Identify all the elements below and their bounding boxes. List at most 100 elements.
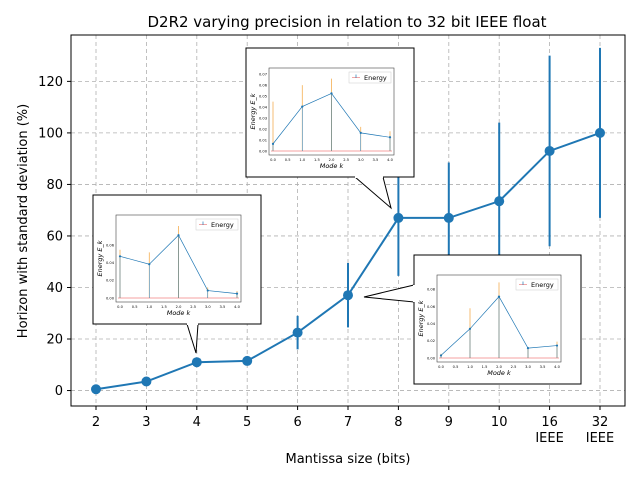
inset-legend-label: Energy bbox=[531, 281, 554, 289]
inset-x-label: Mode k bbox=[487, 369, 511, 377]
inset-x-tick-label: 4.0 bbox=[387, 158, 393, 162]
inset-x-tick-label: 3.0 bbox=[525, 365, 531, 369]
chart-title: D2R2 varying precision in relation to 32… bbox=[147, 13, 546, 31]
data-point bbox=[242, 355, 253, 366]
inset-y-tick-label: 0.06 bbox=[259, 83, 268, 87]
inset-x-tick-label: 1.0 bbox=[146, 305, 152, 309]
x-tick-label: 8 bbox=[394, 415, 402, 430]
inset-8: 0.0 0.5 1.0 1.5 2.0 2.5 3.0 3.5 4.0 0.00 0.01 0.02 0… bbox=[245, 47, 415, 210]
inset-legend-box bbox=[348, 71, 392, 84]
y-axis-label: Horizon with standard deviation (%) bbox=[16, 104, 31, 338]
inset-x-tick-label: 2.0 bbox=[329, 158, 335, 162]
y-tick-label: 100 bbox=[38, 126, 63, 141]
inset-energy-point bbox=[271, 142, 275, 145]
inset-x-tick-label: 2.0 bbox=[496, 365, 502, 369]
inset-y-tick-label: 0.02 bbox=[427, 339, 435, 343]
x-tick-label: 6 bbox=[293, 415, 301, 430]
inset-energy-point bbox=[301, 105, 304, 108]
inset-x-tick-label: 0.5 bbox=[453, 365, 459, 369]
inset-energy-point bbox=[118, 255, 122, 258]
inset-energy-point bbox=[555, 344, 559, 347]
inset-legend-box bbox=[515, 278, 559, 291]
inset-x-tick-label: 2.5 bbox=[343, 158, 349, 162]
inset-callout-pointer bbox=[353, 176, 392, 210]
inset-energy-point bbox=[526, 347, 530, 350]
inset-energy-point bbox=[439, 354, 443, 357]
inset-y-label: Energy E_k bbox=[249, 93, 257, 129]
x-tick-label: 5 bbox=[243, 415, 251, 430]
inset-energy-point bbox=[468, 327, 472, 330]
inset-x-tick-label: 0.5 bbox=[132, 305, 138, 309]
inset-y-label: Energy E_k bbox=[417, 300, 425, 336]
data-point bbox=[393, 212, 404, 223]
inset-x-tick-label: 2.5 bbox=[511, 365, 517, 369]
inset-x-tick-label: 1.5 bbox=[482, 365, 488, 369]
data-point bbox=[595, 127, 605, 138]
inset-y-tick-label: 0.05 bbox=[259, 94, 267, 98]
x-tick-label: 7 bbox=[344, 415, 352, 430]
inset-x-tick-label: 4.0 bbox=[554, 365, 560, 369]
inset-legend-label: Energy bbox=[211, 221, 234, 229]
inset-7: 0.0 0.5 1.0 1.5 2.0 2.5 3.0 3.5 4.0 0.00 0.02 0.04 0… bbox=[363, 254, 582, 385]
data-point bbox=[91, 384, 101, 395]
data-point bbox=[141, 376, 152, 387]
data-point bbox=[544, 145, 555, 156]
inset-y-tick-label: 0.04 bbox=[427, 322, 436, 326]
inset-y-tick-label: 0.00 bbox=[259, 149, 268, 153]
y-tick-label: 20 bbox=[46, 333, 63, 348]
plot-marks bbox=[91, 47, 605, 395]
x-tick-label: 16 bbox=[541, 415, 558, 430]
data-point bbox=[443, 212, 454, 223]
inset-y-tick-label: 0.08 bbox=[427, 288, 436, 292]
inset-energy-point bbox=[177, 234, 180, 237]
inset-x-tick-label: 3.5 bbox=[540, 365, 546, 369]
inset-x-tick-label: 1.5 bbox=[161, 305, 167, 309]
inset-y-tick-label: 0.04 bbox=[106, 261, 115, 265]
inset-x-tick-label: 0.0 bbox=[270, 158, 276, 162]
x-tick-label: 2 bbox=[92, 415, 100, 430]
insets: 0.0 0.5 1.0 1.5 2.0 2.5 3.0 3.5 4.0 0.00 0.02 0.04 0… bbox=[92, 47, 582, 385]
inset-x-tick-label: 2.5 bbox=[190, 305, 196, 309]
inset-y-tick-label: 0.04 bbox=[259, 105, 268, 109]
inset-y-tick-label: 0.02 bbox=[259, 127, 267, 131]
inset-y-tick-label: 0.06 bbox=[106, 244, 115, 248]
inset-energy-point bbox=[359, 131, 362, 134]
x-tick-sublabel: IEEE bbox=[535, 431, 563, 446]
inset-x-tick-label: 0.0 bbox=[438, 365, 444, 369]
inset-energy-point bbox=[497, 295, 501, 298]
inset-x-tick-label: 0.5 bbox=[285, 158, 291, 162]
inset-x-tick-label: 0.0 bbox=[117, 305, 123, 309]
inset-energy-point bbox=[330, 92, 333, 95]
inset-energy-point bbox=[388, 136, 392, 139]
inset-x-tick-label: 1.5 bbox=[314, 158, 320, 162]
y-tick-label: 80 bbox=[46, 178, 63, 193]
x-tick-label: 3 bbox=[142, 415, 150, 430]
x-axis-label: Mantissa size (bits) bbox=[286, 452, 411, 467]
inset-x-tick-label: 3.5 bbox=[373, 158, 379, 162]
inset-callout-pointer bbox=[186, 323, 199, 354]
inset-y-tick-label: 0.07 bbox=[259, 72, 267, 76]
y-tick-label: 120 bbox=[38, 75, 63, 90]
inset-y-tick-label: 0.01 bbox=[259, 138, 267, 142]
inset-x-tick-label: 4.0 bbox=[234, 305, 240, 309]
inset-energy-point bbox=[148, 263, 151, 266]
inset-x-tick-label: 3.0 bbox=[358, 158, 364, 162]
inset-x-tick-label: 3.0 bbox=[205, 305, 211, 309]
inset-4: 0.0 0.5 1.0 1.5 2.0 2.5 3.0 3.5 4.0 0.00 0.02 0.04 0… bbox=[92, 194, 262, 354]
inset-y-tick-label: 0.06 bbox=[427, 305, 436, 309]
inset-x-label: Mode k bbox=[167, 309, 191, 317]
inset-x-label: Mode k bbox=[320, 162, 344, 170]
x-tick-label: 4 bbox=[193, 415, 201, 430]
x-tick-label: 10 bbox=[491, 415, 508, 430]
inset-energy-point bbox=[235, 292, 239, 295]
x-tick-sublabel: IEEE bbox=[586, 431, 614, 446]
inset-x-tick-label: 1.0 bbox=[467, 365, 473, 369]
y-tick-label: 40 bbox=[46, 281, 63, 296]
inset-legend-box bbox=[195, 218, 239, 231]
inset-legend-label: Energy bbox=[364, 74, 387, 82]
data-point bbox=[343, 290, 353, 301]
inset-y-tick-label: 0.03 bbox=[259, 116, 267, 120]
inset-x-tick-label: 3.5 bbox=[220, 305, 226, 309]
